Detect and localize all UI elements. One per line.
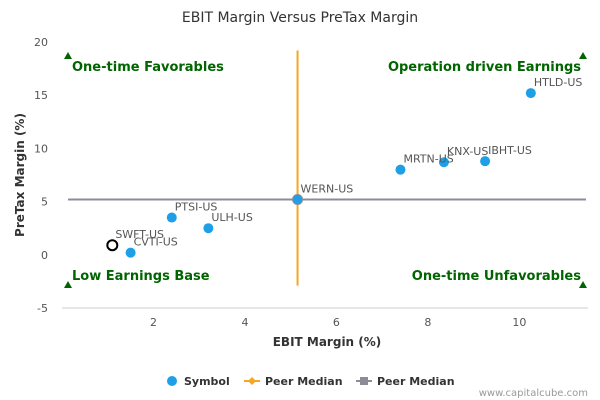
data-point[interactable] (125, 247, 136, 258)
x-tick-label: 10 (512, 316, 526, 329)
x-tick-label: 6 (333, 316, 340, 329)
data-point[interactable] (480, 156, 491, 167)
legend-label-symbol: Symbol (184, 375, 230, 388)
y-axis-label: PreTax Margin (%) (13, 113, 27, 237)
peer-median-lines (68, 50, 586, 286)
data-point-label: CVTI-US (134, 236, 178, 249)
legend-label-peer-median-y: Peer Median (377, 375, 455, 388)
data-point-label: WERN-US (301, 182, 354, 195)
data-point-highlighted[interactable] (106, 239, 119, 252)
legend-diamond-icon (248, 377, 256, 385)
quadrant-marker-top-left (64, 52, 72, 59)
data-point-label: IBHT-US (488, 144, 532, 157)
quadrant-annotations: One-time Favorables Operation driven Ear… (64, 52, 587, 288)
x-tick-label: 8 (424, 316, 431, 329)
y-tick-label: 10 (34, 142, 48, 155)
legend[interactable]: Symbol Peer Median Peer Median (167, 375, 455, 388)
legend-item-peer-median-y[interactable]: Peer Median (356, 375, 455, 388)
peer-median-marker (292, 193, 304, 205)
data-point[interactable] (203, 223, 214, 234)
y-tick-label: 15 (34, 89, 48, 102)
legend-label-peer-median-x: Peer Median (265, 375, 343, 388)
quadrant-marker-bottom-left (64, 281, 72, 288)
x-tick-label: 2 (150, 316, 157, 329)
legend-item-peer-median-x[interactable]: Peer Median (244, 375, 343, 388)
data-point-label: HTLD-US (534, 76, 583, 89)
y-tick-label: 5 (41, 196, 48, 209)
quadrant-bottom-right: One-time Unfavorables (412, 269, 581, 284)
quadrant-top-right: Operation driven Earnings (388, 60, 581, 75)
data-point[interactable] (166, 212, 177, 223)
legend-square-icon (360, 377, 368, 385)
data-point-label: KNX-US (447, 145, 488, 158)
data-point-label: MRTN-US (403, 153, 453, 166)
x-axis-label: EBIT Margin (%) (273, 335, 382, 349)
credit-text: www.capitalcube.com (479, 388, 588, 399)
data-point-label: PTSI-US (175, 201, 218, 214)
data-point[interactable] (525, 88, 536, 99)
y-tick-labels: -5 0 5 10 15 20 (34, 36, 48, 315)
data-point-label: SWFT-US (115, 228, 164, 241)
data-point[interactable] (438, 157, 449, 168)
x-tick-labels: 2 4 6 8 10 (150, 316, 526, 329)
legend-circle-icon (167, 376, 177, 386)
y-tick-label: -5 (37, 302, 48, 315)
quadrant-marker-bottom-right (579, 281, 587, 288)
y-tick-label: 0 (41, 249, 48, 262)
y-tick-label: 20 (34, 36, 48, 49)
legend-item-symbol[interactable]: Symbol (167, 375, 230, 388)
chart-title: EBIT Margin Versus PreTax Margin (182, 10, 418, 26)
data-point[interactable] (395, 164, 406, 175)
quadrant-marker-top-right (579, 52, 587, 59)
x-tick-label: 4 (241, 316, 248, 329)
quadrant-bottom-left: Low Earnings Base (72, 269, 210, 284)
data-points (106, 88, 536, 258)
quadrant-top-left: One-time Favorables (72, 60, 224, 75)
data-point-label: ULH-US (211, 211, 252, 224)
